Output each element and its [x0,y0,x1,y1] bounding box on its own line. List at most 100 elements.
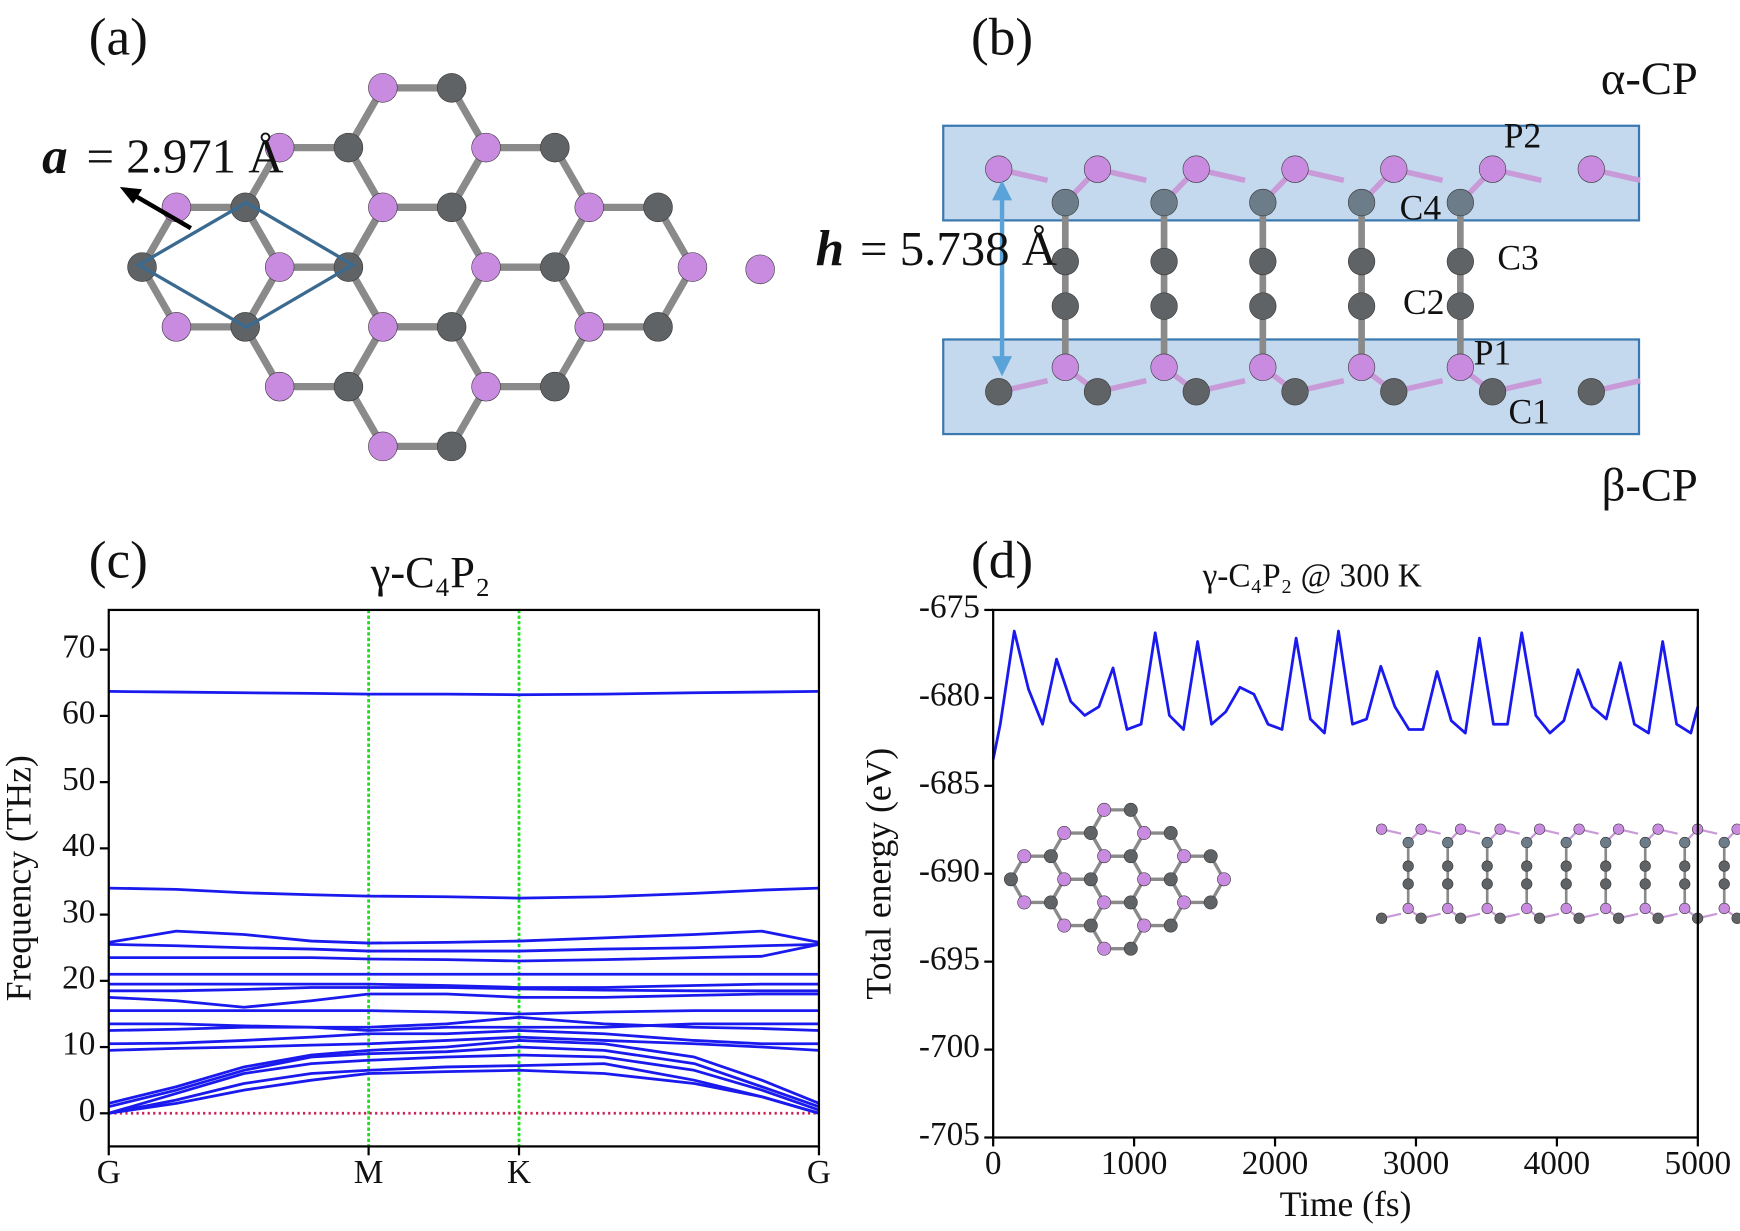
y-tick-label: -695 [919,940,980,977]
atom [1057,918,1072,933]
atom [1123,895,1138,910]
x-tick-label: G [97,1154,121,1191]
atom [1043,849,1058,864]
unit-cell [135,200,357,330]
atom [1652,912,1664,924]
atom [1679,836,1691,849]
data-line [108,1068,820,1115]
atom [1375,823,1388,835]
atom [1051,247,1079,276]
atom [1718,902,1730,915]
atom [1600,836,1612,849]
data-line [108,1045,820,1109]
atom [1123,941,1138,956]
atom [333,371,364,402]
atom [1573,823,1585,835]
atom [1097,941,1112,956]
atom [1348,188,1376,217]
atom [1639,878,1651,890]
atom [1718,878,1730,890]
atom [1442,902,1454,915]
atom [1083,378,1112,406]
x-tick-label: 2000 [1242,1145,1309,1182]
atom [1718,860,1730,872]
atom [436,192,467,223]
atom [264,252,295,282]
atom [1137,826,1152,840]
height-value: = 5.738 Å [860,221,1057,276]
y-tick-label: 50 [62,761,95,798]
atom [1560,878,1572,890]
atom [1478,155,1507,183]
atom [1454,823,1467,835]
atom [1097,895,1112,910]
atom [1163,918,1178,933]
x-tick-label: 0 [985,1145,1002,1182]
atom [1097,849,1112,864]
atom [1521,860,1533,872]
atom [1043,895,1058,910]
atom [1249,353,1277,381]
atom [1446,188,1474,217]
y-axis-label: Frequency (THz) [0,755,38,1001]
atom [1217,872,1231,887]
atom [574,312,604,342]
plot-frame [992,608,1699,1139]
atom [1454,912,1467,924]
y-tick-label: -705 [919,1116,980,1153]
atom-label: P2 [1504,115,1541,155]
atom [1521,836,1533,849]
structures [119,73,1740,956]
atom [1415,912,1427,924]
atom [745,254,775,285]
atom [1652,823,1664,835]
atom [471,371,501,402]
atom [1249,188,1277,217]
atom [1017,849,1032,864]
atom [333,132,364,163]
arrow-head [992,356,1013,377]
atom [1137,872,1152,887]
atom [1375,912,1388,924]
data-line [108,1035,820,1052]
x-tick-label: K [507,1154,531,1191]
atom [1533,823,1546,835]
atom [1163,872,1178,887]
y-tick-label: -680 [919,676,980,713]
atom [1521,878,1533,890]
atom [1679,860,1691,872]
data-line [108,929,820,945]
atom [1679,902,1691,915]
y-tick-label: -675 [919,589,980,626]
y-tick-label: -690 [919,852,980,889]
atom [1402,836,1414,849]
data-line [108,886,820,900]
atom [574,192,604,223]
atom [1560,902,1572,915]
atom [1577,378,1605,406]
atom [1446,292,1474,320]
y-tick-label: 70 [62,628,95,665]
x-tick-label: 5000 [1665,1145,1732,1182]
x-tick-label: 3000 [1383,1145,1450,1182]
atom [1600,902,1612,915]
atom [1017,895,1032,910]
atom [1281,155,1309,183]
atom [368,431,398,462]
atom [1057,872,1072,887]
chart-title: γ-C₄P₂ [370,547,491,597]
atom [1612,912,1625,924]
y-tick-label: 40 [62,827,95,864]
atom [1446,247,1474,276]
atom [1481,860,1493,872]
atom [1560,836,1572,849]
atom [1249,247,1277,276]
panel-label: (a) [89,6,148,66]
data-line [108,1029,819,1046]
lattice-symbol: a [42,128,68,185]
atom [1600,878,1612,890]
atom [1348,353,1376,381]
atom [1600,860,1612,872]
atom [1494,912,1506,924]
